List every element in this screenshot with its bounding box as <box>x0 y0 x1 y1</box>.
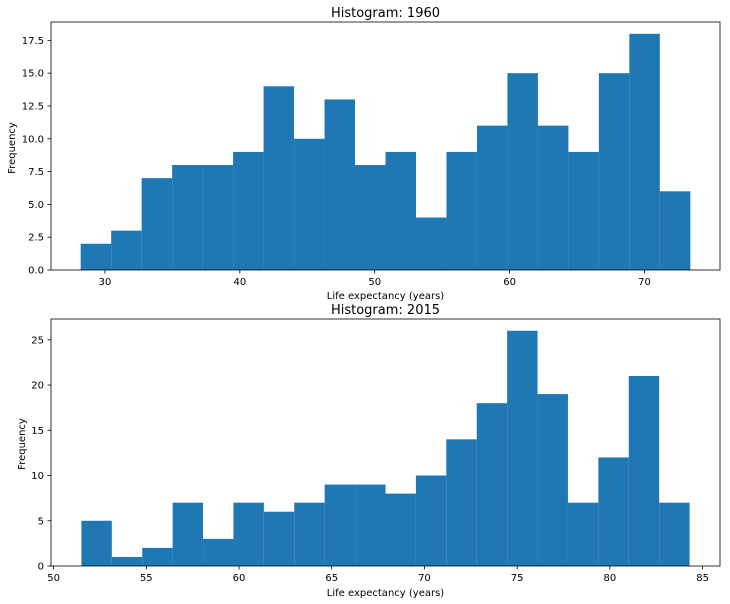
histogram-bar <box>659 191 691 270</box>
y-tick-label: 5 <box>38 516 44 527</box>
histogram-bar <box>567 502 599 566</box>
histogram-2015-panel: Histogram: 2015 50 55 60 65 70 75 80 85 0 5 10 15 2… <box>17 303 721 599</box>
y-axis-ticks: 0 5 10 15 20 25 <box>31 335 51 573</box>
x-tick-label: 30 <box>99 277 112 288</box>
histogram-bar <box>385 493 416 566</box>
histogram-bar <box>628 376 660 566</box>
chart-title: Histogram: 2015 <box>331 303 440 318</box>
y-axis-label: Frequency <box>17 418 28 470</box>
x-tick-label: 70 <box>418 573 431 584</box>
y-axis-label: Frequency <box>7 122 18 174</box>
y-tick-label: 0 <box>38 562 44 573</box>
histogram-bar <box>598 73 630 270</box>
y-tick-label: 7.5 <box>28 167 44 178</box>
histogram-bar <box>324 99 356 270</box>
y-tick-label: 12.5 <box>22 101 44 112</box>
histogram-bar <box>294 502 325 566</box>
y-tick-label: 2.5 <box>28 233 44 244</box>
x-tick-label: 60 <box>233 573 246 584</box>
histogram-bar <box>324 484 356 566</box>
y-tick-label: 20 <box>31 381 44 392</box>
x-tick-label: 85 <box>696 573 709 584</box>
x-tick-label: 50 <box>47 573 60 584</box>
y-tick-label: 5.0 <box>28 200 44 211</box>
y-tick-label: 10 <box>31 471 44 482</box>
x-axis-ticks: 30 40 50 60 70 <box>99 270 651 288</box>
histogram-bar <box>568 151 599 270</box>
plot-frame <box>50 318 721 567</box>
x-tick-label: 75 <box>511 573 524 584</box>
x-axis-ticks: 50 55 60 65 70 75 80 85 <box>47 566 709 584</box>
bars <box>81 330 690 566</box>
histogram-bar <box>415 217 447 270</box>
histogram-bar <box>507 330 538 566</box>
histogram-bar <box>111 230 142 270</box>
histogram-bar <box>172 165 203 270</box>
histogram-bar <box>537 125 569 270</box>
histogram-bar <box>415 475 447 566</box>
y-tick-label: 0.0 <box>28 266 44 277</box>
histogram-bar <box>446 151 477 270</box>
histogram-bar <box>507 73 538 270</box>
histogram-bar <box>233 502 264 566</box>
histogram-bar <box>629 33 660 270</box>
histogram-bar <box>659 502 690 566</box>
x-tick-label: 60 <box>503 277 516 288</box>
histogram-bar <box>355 165 386 270</box>
histogram-bar <box>202 165 234 270</box>
plot-frame <box>50 21 721 271</box>
histogram-1960-panel: Histogram: 1960 30 40 50 60 70 0.0 2.5 5.0 7.5 1… <box>7 6 721 302</box>
x-tick-label: 65 <box>325 573 338 584</box>
histogram-bar <box>263 86 295 270</box>
y-tick-label: 15.0 <box>22 69 44 80</box>
histogram-bar <box>141 178 173 270</box>
histogram-bar <box>598 457 629 566</box>
y-tick-label: 17.5 <box>22 36 44 47</box>
histogram-bar <box>446 439 477 566</box>
x-axis-label: Life expectancy (years) <box>327 291 444 302</box>
histogram-bar <box>81 520 112 566</box>
y-tick-label: 15 <box>31 426 44 437</box>
x-tick-label: 80 <box>603 573 616 584</box>
x-tick-label: 40 <box>233 277 246 288</box>
histogram-bar <box>385 151 416 270</box>
histogram-bar <box>476 125 508 270</box>
x-axis-label: Life expectancy (years) <box>327 588 444 599</box>
histogram-bar <box>233 151 264 270</box>
histogram-bar <box>203 538 234 566</box>
chart-title: Histogram: 1960 <box>331 6 440 21</box>
x-tick-label: 70 <box>638 277 651 288</box>
histogram-bar <box>80 243 112 270</box>
histogram-bar <box>263 511 295 566</box>
bars <box>80 33 691 270</box>
x-tick-label: 55 <box>140 573 153 584</box>
histogram-bar <box>355 484 386 566</box>
y-tick-label: 25 <box>31 335 44 346</box>
histogram-bar <box>537 394 568 566</box>
histogram-bar <box>476 403 508 566</box>
histogram-bar <box>172 502 204 566</box>
histogram-bar <box>111 556 143 566</box>
histogram-bar <box>142 547 173 566</box>
y-tick-label: 10.0 <box>22 134 44 145</box>
x-tick-label: 50 <box>368 277 381 288</box>
histogram-bar <box>294 138 325 270</box>
y-axis-ticks: 0.0 2.5 5.0 7.5 10.0 12.5 15.0 17.5 <box>22 36 51 277</box>
